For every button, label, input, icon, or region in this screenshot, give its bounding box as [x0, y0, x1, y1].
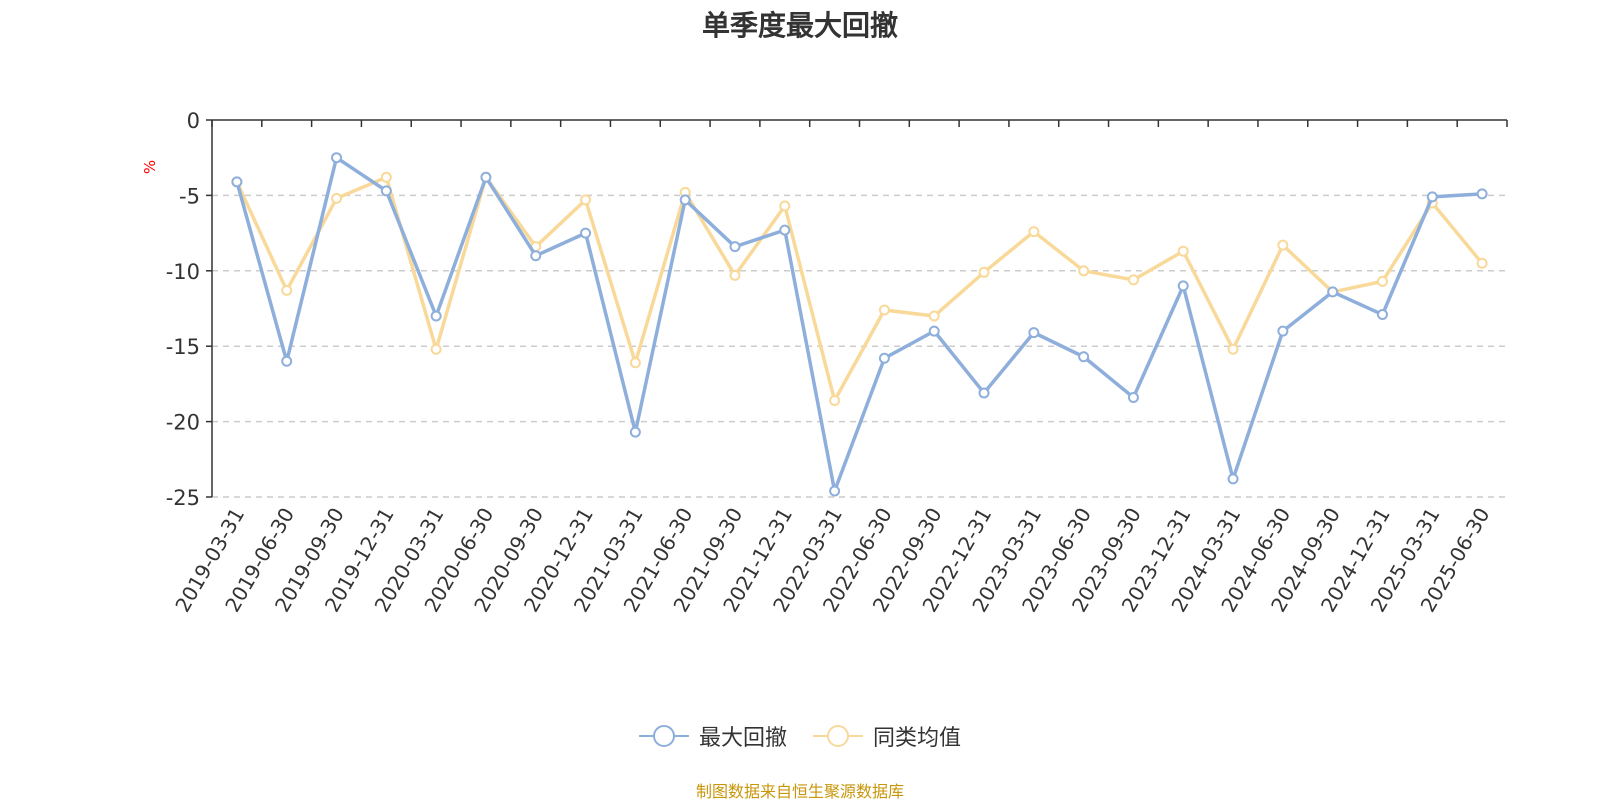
- data-point: [629, 426, 641, 438]
- grid-lines: [212, 194, 1507, 498]
- data-point: [679, 194, 691, 206]
- data-point: [1028, 327, 1040, 339]
- data-point: [1376, 275, 1388, 287]
- legend-label: 最大回撤: [698, 726, 787, 751]
- series-line: [235, 155, 1483, 493]
- data-point: [878, 352, 890, 364]
- legend-circle-icon: [638, 725, 689, 747]
- data-point: [1476, 257, 1488, 269]
- data-point: [729, 269, 741, 281]
- series-group: [231, 152, 1488, 497]
- y-tick-labels: 0 -5 -10 -15 -20 -25: [166, 109, 200, 510]
- y-tick-label: -25: [166, 486, 200, 510]
- data-point: [530, 250, 542, 262]
- data-point: [380, 171, 392, 183]
- data-point: [1277, 325, 1289, 337]
- data-point: [480, 171, 492, 183]
- data-point: [1127, 274, 1139, 286]
- legend: 最大回撤 同类均值: [0, 720, 1600, 752]
- data-point: [928, 310, 940, 322]
- chart-title: 单季度最大回撤: [701, 9, 898, 42]
- axes: [206, 119, 1508, 498]
- data-point: [1028, 226, 1040, 238]
- data-point: [231, 176, 243, 188]
- data-point: [779, 200, 791, 212]
- legend-label: 同类均值: [873, 726, 962, 751]
- data-point: [978, 266, 990, 278]
- data-point: [430, 310, 442, 322]
- data-point: [1078, 265, 1090, 277]
- data-point: [580, 194, 592, 206]
- data-point: [1476, 188, 1488, 200]
- data-point: [779, 224, 791, 236]
- data-point: [629, 357, 641, 369]
- data-point: [430, 343, 442, 355]
- data-point: [1327, 286, 1339, 298]
- data-point: [1277, 239, 1289, 251]
- data-point: [380, 185, 392, 197]
- data-point: [729, 241, 741, 253]
- y-tick-label: 0: [187, 109, 200, 133]
- legend-item-max-drawdown[interactable]: 最大回撤: [638, 720, 787, 752]
- data-source-note: 制图数据来自恒生聚源数据库: [695, 782, 904, 801]
- data-point: [1127, 391, 1139, 403]
- y-tick-label: -10: [166, 260, 200, 284]
- data-point: [1227, 473, 1239, 485]
- legend-circle-icon: [813, 725, 863, 747]
- data-point: [928, 325, 940, 337]
- data-point: [1177, 245, 1189, 257]
- data-point: [580, 227, 592, 239]
- data-point: [829, 485, 841, 497]
- data-point: [331, 152, 343, 164]
- line-chart: 0 -5 -10 -15 -20 -25 2019-03-312019-06-302019…: [166, 109, 1508, 617]
- legend-item-peer-average[interactable]: 同类均值: [813, 720, 961, 752]
- data-point: [1177, 280, 1189, 292]
- data-point: [978, 387, 990, 399]
- data-point: [1376, 309, 1388, 321]
- data-point: [829, 394, 841, 406]
- data-point: [1426, 191, 1438, 203]
- data-point: [331, 192, 343, 204]
- data-point: [1227, 343, 1239, 355]
- series-line: [235, 175, 1484, 403]
- data-point: [281, 284, 293, 296]
- y-tick-label: -5: [179, 184, 200, 208]
- data-point: [1078, 351, 1090, 363]
- y-tick-label: -20: [166, 411, 200, 435]
- x-tick-labels: 2019-03-312019-06-302019-09-302019-12-31…: [170, 504, 1494, 617]
- y-tick-label: -15: [166, 335, 200, 359]
- data-point: [878, 304, 890, 316]
- data-point: [281, 355, 293, 367]
